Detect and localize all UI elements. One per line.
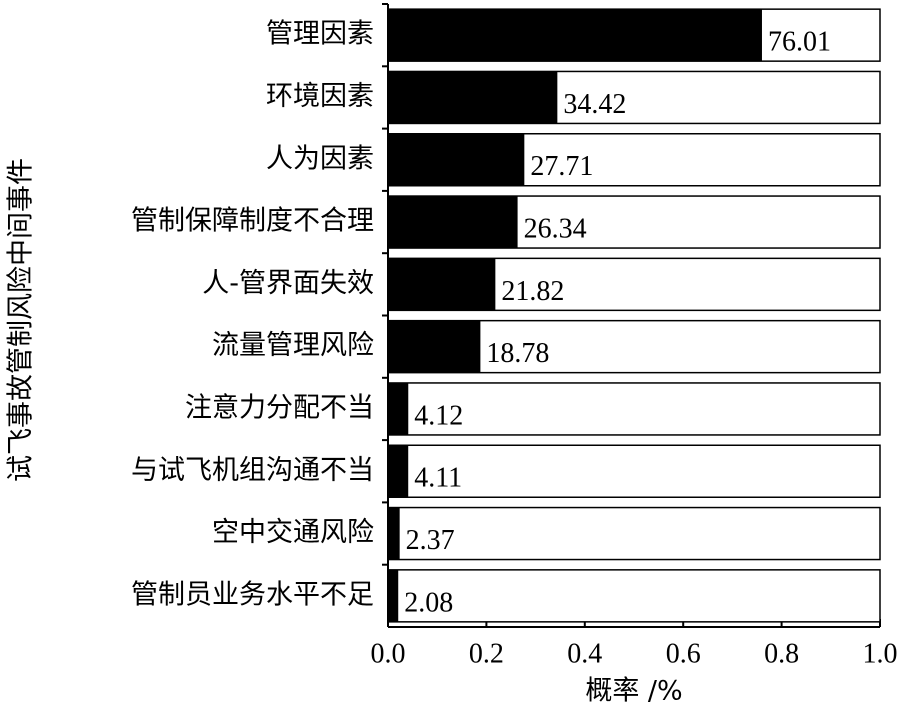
bar (388, 382, 409, 435)
y-tick-label: 管制保障制度不合理 (131, 206, 374, 237)
bar-track (387, 444, 881, 498)
y-tick-label: 人为因素 (266, 143, 374, 174)
y-tick-label: 管制员业务水平不足 (131, 579, 374, 610)
bar (388, 320, 481, 373)
y-tick-label: 流量管理风险 (212, 330, 374, 361)
value-label: 21.82 (501, 276, 564, 307)
bar (388, 258, 496, 311)
bar (388, 196, 518, 249)
y-tick-label: 人-管界面失效 (202, 268, 374, 299)
x-tick-label: 1.0 (863, 638, 898, 669)
value-label: 2.08 (404, 587, 453, 618)
value-label: 27.71 (530, 151, 593, 182)
bar (388, 71, 558, 124)
x-tick-label: 0.8 (764, 638, 799, 669)
x-tick-label: 0.0 (371, 638, 406, 669)
y-axis-label: 试飞事故管制风险中间事件 (6, 158, 37, 482)
x-tick-label: 0.2 (469, 638, 504, 669)
bar-track (387, 569, 881, 623)
bar (388, 569, 399, 622)
bar (388, 133, 525, 186)
bar (388, 507, 400, 560)
value-label: 34.42 (563, 89, 626, 120)
bar (388, 9, 762, 62)
value-label: 26.34 (524, 213, 587, 244)
value-label: 4.12 (414, 400, 463, 431)
y-tick-label: 管理因素 (266, 19, 374, 50)
y-tick-label: 注意力分配不当 (185, 392, 374, 423)
y-tick-label: 与试飞机组沟通不当 (131, 455, 374, 486)
y-tick-label: 空中交通风险 (212, 517, 374, 548)
bar-track (387, 382, 881, 436)
value-label: 76.01 (768, 27, 831, 58)
x-tick-label: 0.4 (567, 638, 602, 669)
x-tick-label: 0.6 (666, 638, 701, 669)
value-label: 2.37 (406, 525, 455, 556)
x-axis-label: 概率 /% (585, 676, 682, 707)
value-label: 4.11 (414, 463, 462, 494)
bar-track (387, 506, 881, 561)
bar (388, 445, 409, 498)
value-label: 18.78 (486, 338, 549, 369)
y-tick-label: 环境因素 (266, 81, 374, 112)
